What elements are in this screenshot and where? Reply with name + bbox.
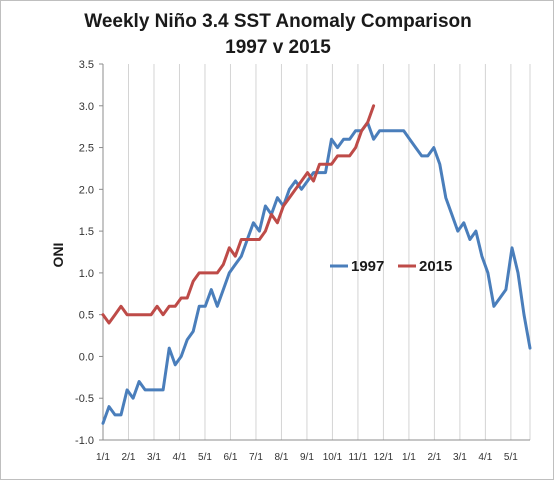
- chart-subtitle: 1997 v 2015: [225, 37, 331, 58]
- x-tick-label: 2/1: [122, 452, 136, 463]
- x-tick-label: 5/1: [504, 452, 518, 463]
- x-tick-label: 5/1: [198, 452, 212, 463]
- x-tick-label: 3/1: [147, 452, 161, 463]
- y-tick-label: 0.0: [79, 351, 94, 363]
- x-tick-label: 8/1: [274, 452, 288, 463]
- legend: 1997 2015: [330, 258, 452, 275]
- series-line-2015: [101, 104, 376, 325]
- x-tick-label: 7/1: [249, 452, 263, 463]
- y-tick-label: -1.0: [75, 435, 94, 447]
- x-tick-label: 2/1: [427, 452, 441, 463]
- y-tick-label: 2.5: [79, 143, 94, 155]
- legend-label-1997: 1997: [351, 258, 384, 275]
- x-tick-label: 9/1: [300, 452, 314, 463]
- chart-title: Weekly Niño 3.4 SST Anomaly Comparison: [84, 11, 472, 32]
- x-tick-label: 11/1: [349, 452, 368, 463]
- y-tick-label: -0.5: [75, 393, 94, 405]
- x-tick-label: 3/1: [453, 452, 467, 463]
- x-tick-label: 10/1: [323, 452, 343, 463]
- x-tick-label: 1/1: [96, 452, 110, 463]
- series-line-1997: [101, 121, 532, 425]
- y-tick-label: 1.5: [79, 226, 94, 238]
- series-lines: [101, 104, 532, 425]
- x-tick-label: 6/1: [224, 452, 238, 463]
- y-tick-label: 1.0: [79, 268, 94, 280]
- legend-label-2015: 2015: [419, 258, 452, 275]
- x-tick-label: 12/1: [374, 452, 394, 463]
- x-axis-ticks: 1/1 2/1 3/1 4/1 5/1 6/1 7/1 8/1 9/1 10/1 11/1 12/1 1…: [96, 452, 518, 463]
- y-axis-label: ONI: [50, 243, 66, 268]
- y-tick-label: 3.5: [79, 59, 94, 71]
- x-tick-label: 1/1: [402, 452, 416, 463]
- grid-lines: [102, 64, 531, 441]
- x-tick-label: 4/1: [478, 452, 492, 463]
- y-tick-label: 3.0: [79, 101, 94, 113]
- y-axis-ticks: 3.5 3.0 2.5 2.0 1.5 1.0 0.5 0.0 -0.5 -1.0: [75, 59, 103, 447]
- y-tick-label: 2.0: [79, 184, 94, 196]
- x-tick-label: 4/1: [173, 452, 187, 463]
- y-tick-label: 0.5: [79, 310, 94, 322]
